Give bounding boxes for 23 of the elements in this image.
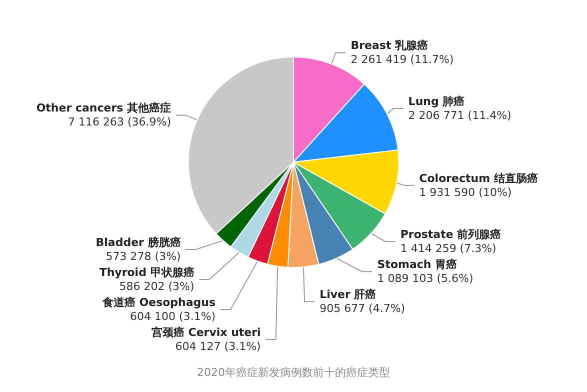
slice-label: Stomach 胃癌 [377, 258, 458, 272]
slice-label: Other cancers 其他癌症 [36, 102, 172, 115]
slice-label: Lung 肺癌 [408, 95, 465, 108]
data-label: 1 414 259 (7.3%) [400, 242, 496, 256]
slice-label: Bladder 膀胱癌 [96, 236, 181, 250]
slice-label: Liver 肝癌 [320, 288, 376, 302]
data-label: 604 100 (3.1%) [130, 310, 216, 324]
slice-label: Colorectum 结直肠癌 [419, 172, 538, 185]
data-label: 2 261 419 (11.7%) [350, 53, 454, 66]
slice-label: 宫颈癌 Cervix uteri [151, 326, 261, 340]
slice-label: 食道癌 Oesophagus [101, 296, 216, 310]
data-label: 905 677 (4.7%) [320, 302, 406, 316]
data-label: 1 089 103 (5.6%) [377, 272, 474, 286]
data-label: 1 931 590 (10%) [419, 186, 512, 199]
data-label: 2 206 771 (11.4%) [408, 109, 512, 122]
slice-label: Thyroid 甲状腺癌 [99, 266, 194, 280]
slice-label: Prostate 前列腺癌 [400, 228, 502, 242]
data-label: 573 278 (3%) [106, 250, 181, 264]
data-label: 586 202 (3%) [119, 280, 194, 294]
data-label: 604 127 (3.1%) [175, 340, 261, 354]
data-label: 7 116 263 (36.9%) [68, 116, 172, 129]
text: 2020年癌症新发病例数前十的癌症类型 [197, 366, 390, 379]
slice-label: Breast 乳腺癌 [350, 39, 428, 52]
